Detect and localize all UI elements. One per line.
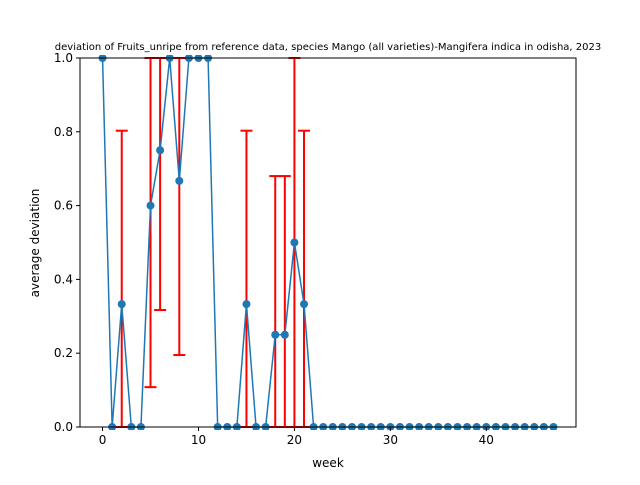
y-tick-label: 0.2 [54,346,73,360]
data-point [146,201,155,210]
data-point [280,330,289,339]
y-axis-label: average deviation [28,189,42,298]
y-tick-label: 0.8 [54,125,73,139]
y-tick-label: 0.4 [54,272,73,286]
data-point [175,176,184,185]
y-tick-label: 1.0 [54,51,73,65]
x-tick-label: 20 [287,433,302,447]
x-tick-label: 0 [99,433,107,447]
data-point [117,300,126,309]
data-point [300,300,309,309]
plot-area: 0 10 20 30 40 0.0 0.2 0.4 0.6 0.8 1.0 [54,51,577,447]
x-axis-label: week [312,456,344,470]
axes-frame [79,57,577,428]
x-tick-label: 40 [479,433,494,447]
chart-title: deviation of Fruits_unripe from referenc… [55,42,601,53]
data-point [242,300,251,309]
data-point [290,238,299,247]
x-tick-label: 30 [383,433,398,447]
y-tick-label: 0.0 [54,420,73,434]
data-point [156,146,165,155]
y-tick-label: 0.6 [54,199,73,213]
data-point [271,330,280,339]
x-tick-label: 10 [191,433,206,447]
